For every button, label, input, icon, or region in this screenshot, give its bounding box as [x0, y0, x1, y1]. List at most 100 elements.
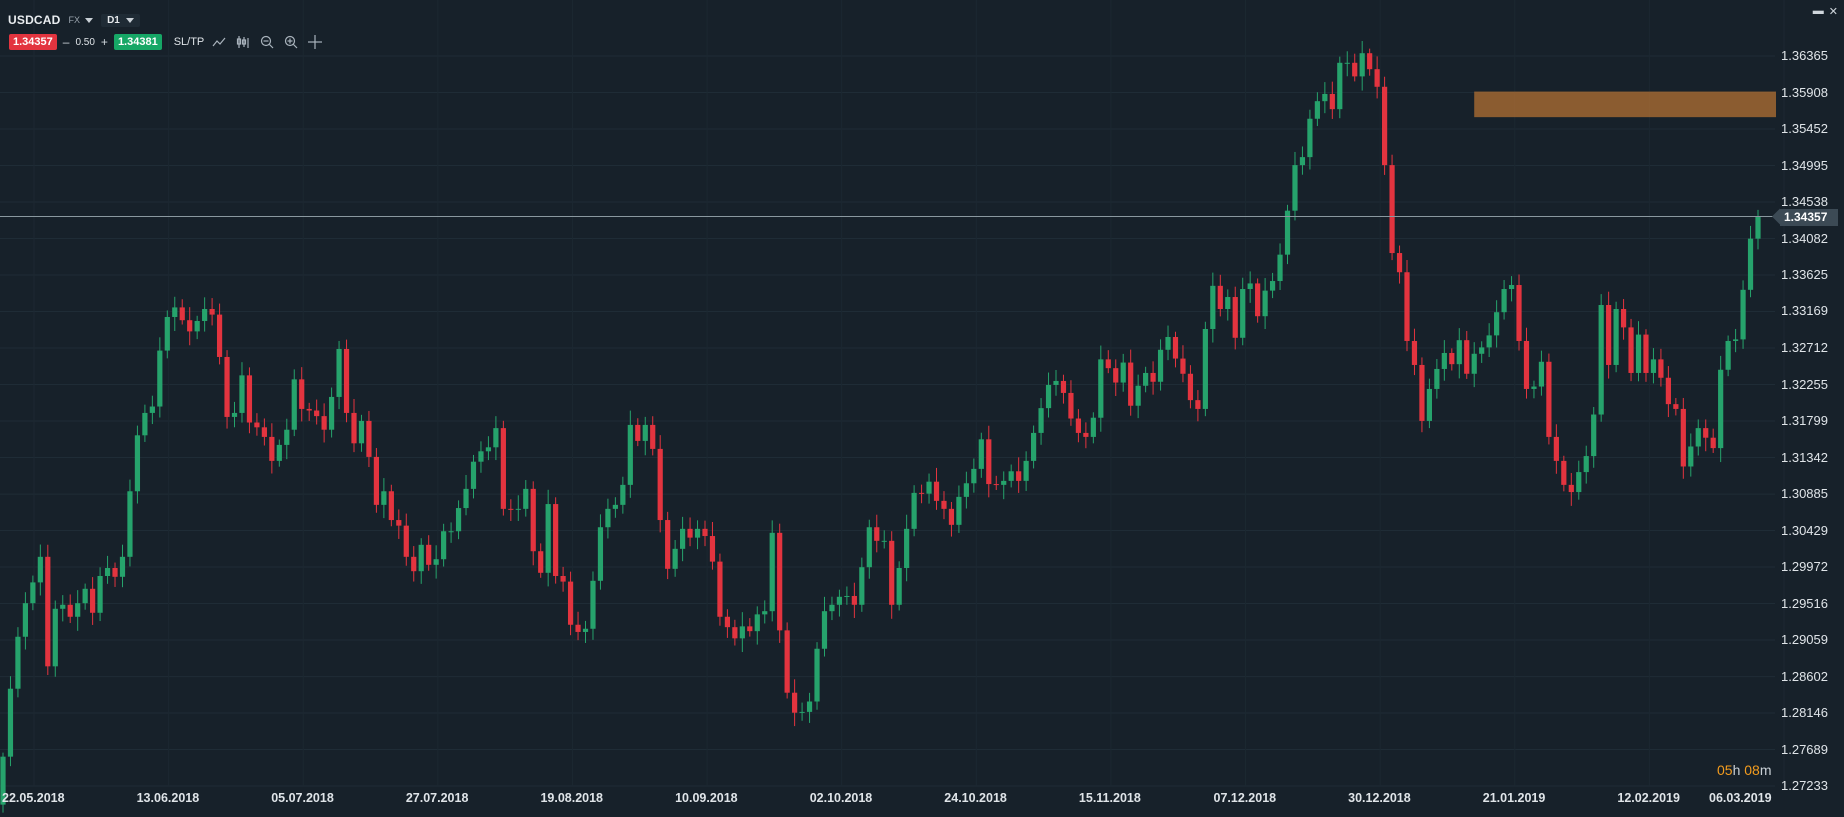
candle-body: [702, 528, 708, 537]
line-chart-icon[interactable]: [210, 33, 228, 51]
candle-body: [1016, 471, 1022, 481]
candle-body: [1165, 336, 1171, 350]
price-tick-label: 1.33169: [1781, 303, 1828, 319]
candle-body: [1718, 369, 1724, 449]
candle-body: [358, 420, 365, 444]
zoom-in-icon[interactable]: [282, 33, 300, 51]
candle-body: [1449, 352, 1455, 365]
candle-body: [1172, 336, 1179, 359]
candle-body: [597, 527, 604, 581]
candle-body: [1045, 384, 1052, 409]
market-dropdown[interactable]: FX: [69, 15, 94, 25]
timeframe-dropdown[interactable]: D1: [101, 13, 140, 27]
crosshair-icon[interactable]: [306, 33, 324, 51]
restore-icon[interactable]: ▬: [1812, 5, 1824, 17]
candle-body: [1396, 253, 1403, 273]
increase-quantity-button[interactable]: +: [100, 35, 108, 49]
candle-body: [1755, 216, 1761, 239]
price-tick-label: 1.35908: [1781, 84, 1828, 100]
candles-icon[interactable]: [234, 33, 252, 51]
candle-body: [37, 556, 43, 583]
candle-body: [276, 444, 282, 461]
candle-body: [724, 616, 731, 628]
countdown-minutes-unit: m: [1759, 762, 1772, 778]
symbol-toolbar: USDCAD FX D1: [8, 10, 140, 30]
candle-body: [590, 580, 596, 629]
candle-body: [560, 576, 566, 582]
candle-body: [426, 544, 432, 565]
candle-body: [1710, 437, 1716, 449]
candle-body: [538, 551, 544, 573]
candle-body: [672, 548, 678, 569]
candle-body: [866, 527, 872, 568]
candle-body: [1650, 359, 1657, 373]
candle-body: [1538, 361, 1545, 387]
candle-body: [933, 481, 940, 501]
buy-button[interactable]: 1.34381: [113, 34, 162, 50]
price-tick-label: 1.31799: [1781, 413, 1828, 428]
candle-body: [941, 500, 947, 509]
candle-body: [202, 309, 208, 321]
countdown-minutes: 08: [1744, 762, 1760, 778]
candle-body: [926, 481, 932, 494]
candle-body: [1486, 335, 1492, 348]
candle-body: [82, 588, 88, 604]
candle-body: [306, 408, 312, 411]
candle-body: [1740, 289, 1746, 340]
sell-button[interactable]: 1.34357: [9, 34, 57, 50]
quantity-value[interactable]: 0.50: [75, 36, 95, 48]
candle-body: [799, 711, 805, 713]
price-tick-label: 1.28602: [1781, 668, 1828, 684]
candle-body: [1464, 340, 1470, 374]
candle-body: [373, 456, 380, 505]
candle-body: [620, 484, 626, 505]
candle-body: [777, 532, 783, 631]
decrease-quantity-button[interactable]: –: [62, 35, 70, 49]
candle-body: [328, 396, 335, 430]
candle-body: [1389, 165, 1395, 254]
close-icon[interactable]: ✕: [1828, 6, 1838, 18]
candle-body: [15, 636, 21, 689]
candle-body: [874, 527, 880, 541]
candle-body: [1374, 69, 1380, 87]
candle-body: [1232, 297, 1238, 338]
candle-body: [1195, 400, 1201, 409]
sltp-button[interactable]: SL/TP: [173, 36, 205, 48]
candle-body: [650, 424, 656, 449]
candle-body: [1068, 392, 1074, 419]
candle-body: [829, 604, 835, 612]
candle-body: [1404, 272, 1410, 341]
countdown-hours: 05: [1717, 762, 1733, 778]
candle-body: [1187, 373, 1194, 401]
candle-body: [1359, 53, 1365, 77]
candle-body: [314, 410, 320, 417]
candle-body: [381, 491, 387, 505]
candle-body: [754, 614, 760, 632]
supply-zone: [1474, 91, 1776, 118]
candle-body: [1583, 456, 1589, 473]
candle-body: [246, 375, 253, 423]
price-tick-label: 1.30885: [1781, 486, 1828, 502]
candle-body: [948, 508, 955, 525]
zoom-out-icon[interactable]: [258, 33, 276, 51]
candle-body: [889, 540, 895, 605]
candle-body: [605, 508, 611, 528]
candle-body: [1568, 484, 1574, 493]
candle-body: [112, 568, 118, 577]
candle-body: [1628, 327, 1634, 373]
candle-body: [1105, 359, 1111, 369]
candle-body: [90, 588, 96, 613]
quantity-stepper[interactable]: – 0.50 +: [63, 35, 108, 49]
candle-body: [1441, 352, 1447, 369]
timeframe-value: D1: [107, 14, 120, 26]
candle-body: [1299, 157, 1306, 166]
candle-body: [1508, 285, 1515, 290]
candle-body: [1606, 305, 1612, 365]
candle-body: [1180, 358, 1186, 374]
candle-body: [463, 488, 469, 509]
candle-body: [1255, 283, 1261, 317]
date-tick-label: 22.05.2018: [2, 791, 65, 805]
candle-body: [545, 504, 551, 573]
